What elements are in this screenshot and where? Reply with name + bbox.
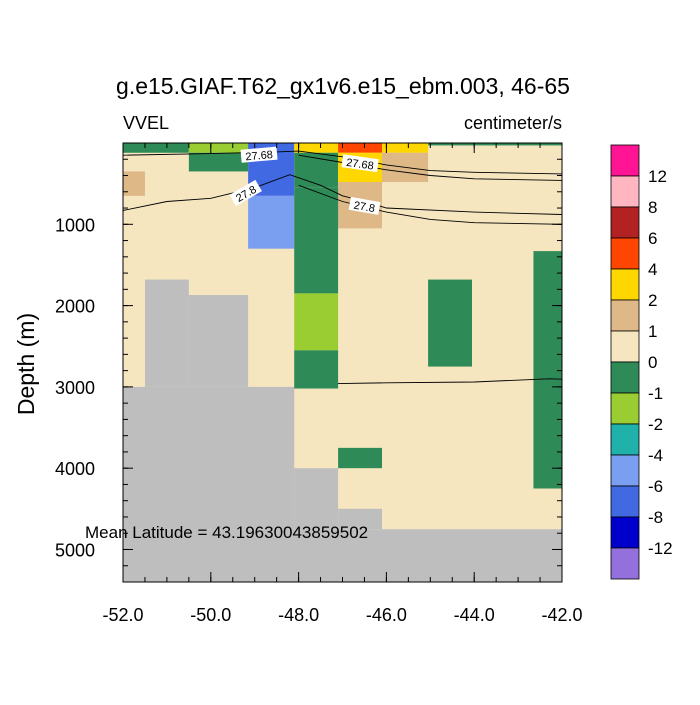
colorbar-label: -6	[648, 477, 663, 496]
heatmap-cell-25	[428, 279, 473, 367]
colorbar-label: -12	[648, 539, 673, 558]
y-axis-label: Depth (m)	[13, 313, 39, 415]
y-tick-label: 2000	[55, 297, 95, 317]
colorbar-box-6	[610, 330, 640, 363]
colorbar-label: -4	[648, 446, 663, 465]
colorbar-box-9	[610, 423, 640, 456]
colorbar-label: -1	[648, 384, 663, 403]
contour-label-bg	[348, 196, 381, 215]
colorbar-box-0	[610, 144, 640, 177]
mean-latitude-annotation: Mean Latitude = 43.19630043859502	[85, 523, 368, 542]
contour-label-bg	[229, 179, 262, 207]
x-tick-label: -46.0	[366, 605, 407, 625]
contour-label-bg	[240, 146, 278, 163]
colorbar-label: 6	[648, 229, 657, 248]
contour-label-3: 27.8	[348, 196, 381, 216]
colorbar-label: 1	[648, 322, 657, 341]
y-tick-label: 1000	[55, 215, 95, 235]
contour-label-text: 27.68	[345, 157, 374, 173]
heatmap-cell-22	[294, 293, 339, 351]
colorbar-box-11	[610, 485, 640, 518]
contour-label-text: 27.8	[353, 200, 376, 216]
heatmap-cell-26	[533, 251, 562, 489]
contour-label-0: 27.68	[240, 146, 278, 163]
units-label: centimeter/s	[464, 113, 562, 133]
heatmap-cell-23	[294, 350, 339, 389]
colorbar-box-12	[610, 516, 640, 549]
chart-title: g.e15.GIAF.T62_gx1v6.e15_ebm.003, 46-65	[116, 73, 570, 99]
colorbar-box-7	[610, 361, 640, 394]
colorbar-label: -2	[648, 415, 663, 434]
contour-label-1: 27.68	[341, 154, 379, 173]
colorbar-box-3	[610, 237, 640, 270]
heatmap-cells	[123, 143, 562, 582]
colorbar-box-5	[610, 299, 640, 332]
contour-line-4	[338, 378, 563, 385]
x-tick-label: -48.0	[278, 605, 319, 625]
colorbar-label: 8	[648, 198, 657, 217]
x-tick-label: -44.0	[454, 605, 495, 625]
y-tick-label: 3000	[55, 378, 95, 398]
colorbar-label: 2	[648, 291, 657, 310]
colorbar-box-1	[610, 175, 640, 208]
heatmap-cell-3	[294, 468, 339, 530]
heatmap-cell-8	[188, 143, 249, 153]
heatmap-cell-24	[338, 447, 383, 469]
y-tick-label: 4000	[55, 459, 95, 479]
heatmap-cell-9	[188, 152, 249, 172]
colorbar-box-13	[610, 547, 640, 580]
colorbar-box-2	[610, 206, 640, 239]
x-tick-label: -52.0	[102, 605, 143, 625]
heatmap-cell-5	[144, 279, 189, 387]
variable-name: VVEL	[123, 113, 169, 133]
colorbar-label: 0	[648, 353, 657, 372]
colorbar-box-10	[610, 454, 640, 487]
heatmap-cell-10	[123, 171, 145, 196]
heatmap-cell-2	[123, 386, 295, 530]
heatmap-cell-21	[294, 187, 339, 294]
heatmap-cell-13	[294, 143, 339, 153]
colorbar-label: -8	[648, 508, 663, 527]
colorbar-label: 12	[648, 167, 667, 186]
contour-label-text: 27.68	[245, 149, 273, 163]
heatmap-cell-14	[294, 152, 339, 188]
colorbar: 12 8 6 4 2 1 0 -1 -2 -4 -6 -8 -12	[610, 144, 673, 580]
heatmap-cell-6	[188, 295, 249, 387]
axes: -52.0 -50.0 -48.0 -46.0 -44.0 -42.0 1000 2000 30…	[55, 142, 583, 625]
heatmap-cell-18	[382, 143, 429, 153]
contour-line-3	[298, 184, 563, 225]
contour-line-0	[122, 150, 563, 175]
contour-line-1	[298, 154, 563, 181]
heatmap-cell-1	[123, 529, 562, 582]
colorbar-label: 4	[648, 260, 657, 279]
heatmap-cell-12	[248, 195, 295, 249]
heatmap-cell-4	[338, 508, 383, 530]
heatmap-cell-20	[428, 143, 562, 146]
x-tick-label: -50.0	[190, 605, 231, 625]
y-tick-label: 5000	[55, 540, 95, 560]
heatmap-cell-7	[123, 143, 189, 153]
heatmap-cell-15	[338, 143, 383, 153]
contour-line-2	[122, 174, 563, 215]
colorbar-box-4	[610, 268, 640, 301]
x-tick-label: -42.0	[541, 605, 582, 625]
contour-label-bg	[341, 154, 379, 173]
colorbar-box-8	[610, 392, 640, 425]
